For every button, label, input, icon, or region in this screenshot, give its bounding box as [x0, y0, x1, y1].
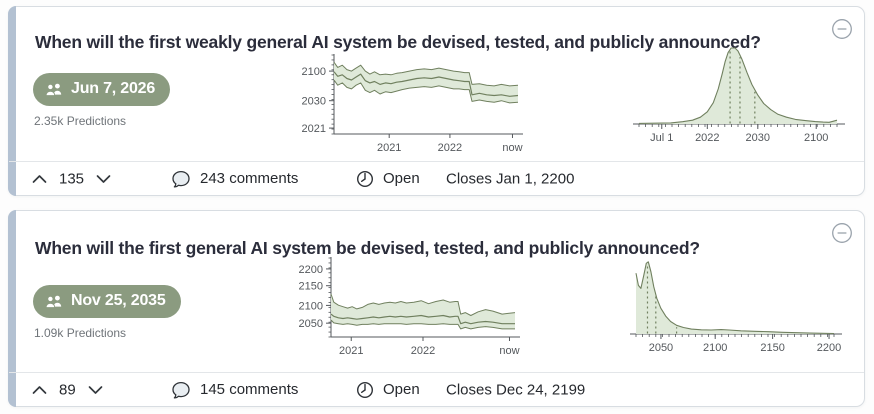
- question-card: When will the first general AI system be…: [8, 210, 865, 407]
- downvote-button[interactable]: [86, 383, 105, 396]
- density-chart: Jul 1 2022 2030 2100: [633, 47, 845, 144]
- vote-count: 89: [59, 381, 76, 398]
- comments-link[interactable]: 145 comments: [171, 380, 298, 400]
- comment-bubble-icon: [172, 381, 190, 399]
- svg-text:2022: 2022: [411, 345, 435, 357]
- svg-text:Jul 1: Jul 1: [650, 132, 673, 144]
- community-prediction-badge: Nov 25, 2035: [33, 285, 181, 318]
- badge-date-label: Jun 7, 2026: [71, 80, 156, 97]
- svg-text:now: now: [502, 142, 522, 154]
- clock-icon: [356, 381, 374, 398]
- people-icon: [45, 83, 62, 96]
- chevron-down-icon: [88, 385, 103, 394]
- svg-text:2021: 2021: [339, 345, 363, 357]
- vote-controls: 89: [30, 381, 105, 398]
- downvote-button[interactable]: [94, 172, 113, 185]
- comments-link[interactable]: 243 comments: [171, 169, 298, 189]
- collapse-button[interactable]: [831, 18, 853, 40]
- svg-text:2030: 2030: [302, 96, 326, 108]
- card-footer: 135 243 comments Open Closes Jan 1, 2200: [9, 161, 864, 195]
- vote-controls: 135: [30, 170, 113, 187]
- svg-text:2050: 2050: [649, 342, 673, 354]
- minus-circle-icon: [832, 19, 852, 39]
- timeseries-chart: 2200 2150 2100 2050 2021 2022 now: [299, 257, 520, 357]
- upvote-button[interactable]: [30, 383, 49, 396]
- svg-text:2150: 2150: [760, 342, 784, 354]
- svg-text:2200: 2200: [817, 342, 841, 354]
- comments-count-label: 243 comments: [200, 170, 299, 187]
- status-label: Open: [383, 381, 420, 398]
- svg-text:2030: 2030: [746, 132, 770, 144]
- timeseries-chart: 2100 2030 2021 2021 2022 now: [302, 54, 523, 154]
- closes-date: Closes Jan 1, 2200: [446, 170, 574, 187]
- status: Open: [356, 170, 420, 188]
- svg-text:2200: 2200: [299, 264, 323, 276]
- svg-text:2100: 2100: [804, 132, 828, 144]
- predictions-count: 1.09k Predictions: [34, 326, 127, 340]
- collapse-button[interactable]: [831, 222, 853, 244]
- upvote-button[interactable]: [30, 172, 49, 185]
- closes-date: Closes Dec 24, 2199: [446, 381, 585, 398]
- card-footer: 89 145 comments Open Closes Dec 24, 2199: [9, 372, 864, 406]
- closes-label: Closes Dec 24, 2199: [446, 381, 586, 398]
- minus-circle-icon: [832, 223, 852, 243]
- comment-bubble-icon: [172, 170, 190, 188]
- clock-icon: [356, 170, 374, 187]
- density-chart: 2050 2100 2150 2200: [630, 261, 842, 354]
- community-prediction-badge: Jun 7, 2026: [33, 73, 171, 106]
- chevron-down-icon: [96, 174, 111, 183]
- vote-count: 135: [59, 170, 85, 187]
- status-label: Open: [383, 170, 420, 187]
- chevron-up-icon: [32, 174, 47, 183]
- status: Open: [356, 381, 420, 399]
- predictions-count: 2.35k Predictions: [34, 114, 127, 128]
- svg-text:2100: 2100: [703, 342, 727, 354]
- comments-count-label: 145 comments: [200, 381, 299, 398]
- svg-text:2021: 2021: [302, 123, 326, 135]
- svg-text:2021: 2021: [377, 142, 401, 154]
- svg-text:2100: 2100: [299, 300, 323, 312]
- question-title[interactable]: When will the first weakly general AI sy…: [35, 31, 761, 52]
- svg-text:now: now: [499, 345, 519, 357]
- svg-text:2022: 2022: [695, 132, 719, 144]
- badge-date-label: Nov 25, 2035: [71, 292, 166, 309]
- svg-text:2100: 2100: [302, 66, 326, 78]
- people-icon: [45, 295, 62, 308]
- question-title[interactable]: When will the first general AI system be…: [35, 237, 700, 258]
- question-card: When will the first weakly general AI sy…: [8, 6, 865, 196]
- svg-text:2150: 2150: [299, 281, 323, 293]
- chevron-up-icon: [32, 385, 47, 394]
- closes-label: Closes Jan 1, 2200: [446, 170, 575, 187]
- svg-text:2022: 2022: [438, 142, 462, 154]
- svg-text:2050: 2050: [299, 318, 323, 330]
